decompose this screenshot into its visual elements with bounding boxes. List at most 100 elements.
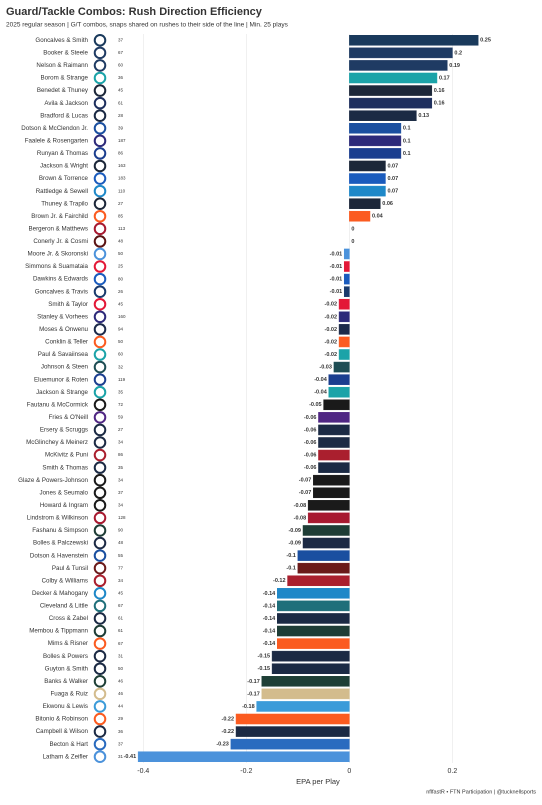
team-logo [93, 637, 107, 650]
bar [349, 72, 438, 84]
team-logo [93, 436, 107, 449]
row-label: Conerly Jr. & Cosmi [33, 238, 88, 245]
team-logo [93, 712, 107, 726]
snap-count: 26 [118, 289, 124, 294]
bar [318, 449, 350, 461]
value-label: -0.04 [314, 377, 327, 383]
row-label: Johnson & Steen [41, 364, 89, 371]
team-logo [93, 549, 107, 562]
snap-count: 183 [118, 176, 126, 181]
team-logo [93, 159, 107, 173]
team-logo [93, 486, 107, 500]
row-label: Brown & Torrence [39, 175, 89, 182]
bar [343, 286, 350, 297]
row-label: Jackson & Wright [40, 163, 88, 170]
team-logo [93, 373, 107, 386]
value-label: -0.1 [286, 553, 295, 559]
bar [302, 525, 350, 536]
row-label: Latham & Zeifler [43, 753, 88, 760]
value-label: -0.02 [325, 327, 338, 333]
value-label: -0.01 [330, 277, 343, 283]
value-label: 0.17 [439, 75, 450, 81]
team-logo [93, 96, 107, 110]
row-label: Moses & Onwenu [39, 326, 88, 333]
row-label: Fautanu & McCormick [27, 401, 89, 408]
snap-count: 61 [118, 616, 124, 621]
snap-count: 86 [118, 452, 124, 457]
snap-count: 32 [118, 364, 124, 369]
row-label: Decker & Mahogany [32, 590, 89, 597]
snap-count: 35 [118, 389, 124, 394]
snap-count: 128 [118, 515, 126, 520]
snap-count: 72 [118, 402, 124, 407]
value-label: -0.01 [330, 264, 343, 270]
snap-count: 113 [118, 226, 126, 231]
bar [343, 261, 350, 272]
bar [338, 311, 350, 323]
row-label: Fuaga & Ruiz [51, 691, 89, 698]
value-label: 0.19 [449, 63, 460, 69]
bar [349, 85, 433, 96]
value-label: -0.18 [242, 704, 255, 710]
bar [349, 60, 448, 71]
chart-subtitle: 2025 regular season | G/T combos, snaps … [6, 22, 289, 29]
row-label: Bradford & Lucas [40, 112, 88, 119]
bar [349, 198, 381, 209]
snap-count: 44 [118, 704, 124, 709]
team-logo [93, 675, 107, 688]
team-logo [93, 649, 107, 663]
team-logo [93, 411, 107, 424]
row-label: Brown Jr. & Fairchild [31, 213, 88, 220]
snap-count: 61 [118, 100, 124, 105]
row-label: Thuney & Trapilo [41, 200, 88, 207]
team-logo [93, 84, 107, 97]
value-label: -0.08 [294, 503, 307, 509]
bar [343, 248, 350, 260]
bar [277, 588, 350, 599]
team-logo [93, 725, 107, 738]
row-label: Fashanu & Simpson [32, 527, 88, 534]
row-label: Jones & Seumalo [40, 489, 89, 496]
team-logo [93, 121, 107, 135]
row-label: Cleveland & Little [40, 603, 89, 610]
team-logo [93, 222, 107, 236]
bar [338, 298, 350, 310]
snap-count: 86 [118, 151, 124, 156]
bar [235, 713, 350, 725]
row-label: Simmons & Suamataia [25, 263, 88, 270]
row-label: Borom & Strange [41, 75, 89, 82]
value-label: -0.14 [263, 628, 276, 634]
value-label: 0.07 [387, 189, 398, 195]
bar [256, 701, 350, 712]
team-logo [93, 260, 107, 273]
x-tick-label: -0.4 [137, 768, 149, 775]
team-logo [93, 737, 107, 751]
value-label: -0.02 [325, 314, 338, 320]
value-label: -0.06 [304, 415, 317, 421]
value-label: -0.14 [263, 616, 276, 622]
team-logo [93, 285, 107, 298]
row-label: Paul & Tunsil [52, 565, 88, 572]
row-label: Howard & Ingram [40, 502, 88, 509]
row-label: Fries & O'Neill [49, 414, 88, 421]
value-label: 0.1 [403, 126, 411, 132]
team-logo [93, 310, 107, 324]
team-logo [93, 184, 107, 198]
team-logo [93, 197, 107, 210]
snap-count: 110 [118, 188, 126, 193]
row-label: Smith & Thomas [42, 464, 88, 471]
row-label: Booker & Steele [43, 49, 88, 56]
x-tick-label: 0 [347, 768, 351, 775]
snap-count: 77 [118, 565, 124, 570]
snap-count: 67 [118, 603, 124, 608]
row-label: Cross & Zabel [49, 615, 88, 622]
team-logo [93, 34, 107, 47]
snap-count: 85 [118, 213, 124, 218]
snap-count: 60 [118, 352, 124, 357]
row-label: Bolles & Powers [43, 653, 88, 660]
team-logo [93, 574, 107, 588]
bar [318, 437, 350, 448]
value-label: -0.12 [273, 578, 286, 584]
row-label: Banks & Walker [44, 678, 88, 685]
bar [349, 110, 417, 121]
